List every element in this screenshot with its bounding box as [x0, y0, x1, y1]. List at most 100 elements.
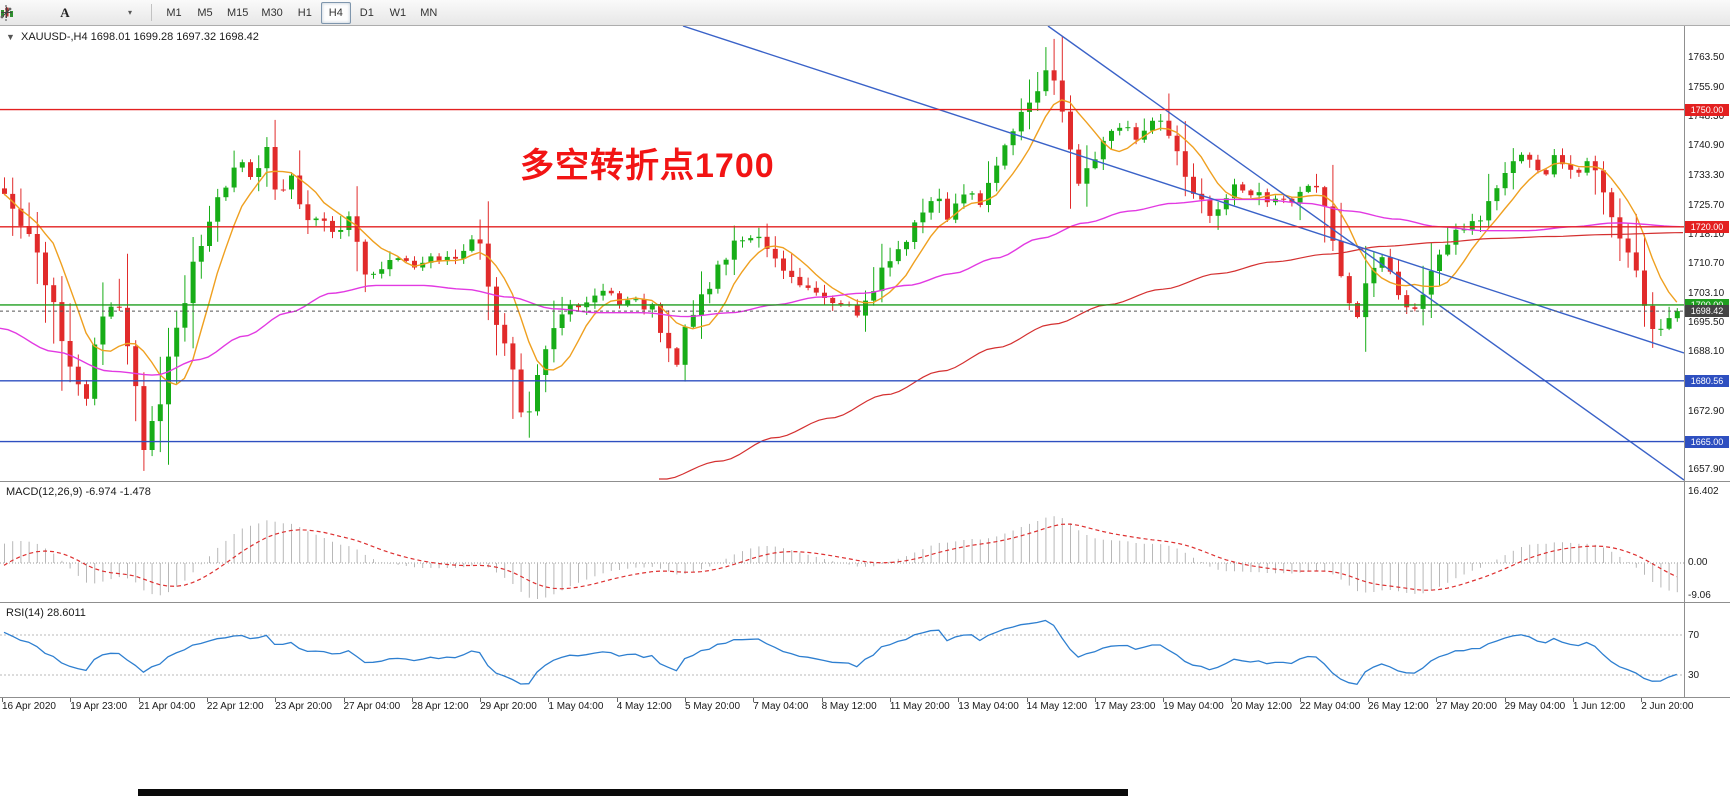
- time-tick: [1026, 698, 1028, 702]
- time-axis-label: 19 Apr 23:00: [70, 701, 128, 712]
- candles-layer: [2, 36, 1680, 471]
- time-axis-label: 17 May 23:00: [1094, 701, 1156, 712]
- timeframe-button-m1[interactable]: M1: [166, 6, 182, 19]
- time-tick: [480, 698, 482, 702]
- timeframe-button-m5[interactable]: M5: [197, 6, 213, 19]
- time-tick: [958, 698, 960, 702]
- panel-separator-2[interactable]: [0, 602, 1730, 603]
- price-axis-label: 1748.30: [1688, 111, 1725, 123]
- timeframe-button-h1[interactable]: H1: [297, 6, 312, 19]
- macd-panel[interactable]: [0, 483, 1684, 602]
- drawing-tools[interactable]: ▾: [0, 2, 144, 24]
- time-axis-label: 1 Jun 12:00: [1572, 701, 1626, 712]
- symbol-label: XAUUSD-,H4: [20, 31, 88, 43]
- time-axis-label: 21 Apr 04:00: [138, 701, 196, 712]
- toolbar: A ▾ M1 M5 M15 M30 H1 H4 D1 W1 MN: [0, 0, 1730, 26]
- time-axis-label: 29 Apr 20:00: [480, 701, 537, 712]
- time-tick: [548, 698, 550, 702]
- time-tick: [685, 698, 686, 702]
- time-tick: [1163, 698, 1165, 702]
- price-axis-label: 1695.50: [1688, 317, 1725, 329]
- panel-separator-1[interactable]: [0, 481, 1730, 482]
- ohlc-values: 1698.01 1699.28 1697.32 1698.42: [90, 31, 259, 43]
- panel-separator-3: [0, 697, 1730, 698]
- trendline-2[interactable]: [1047, 26, 1684, 481]
- ma-slow-line: [659, 232, 1684, 480]
- time-axis-label: 1 May 04:00: [548, 701, 604, 712]
- time-axis-label: 11 May 20:00: [889, 701, 950, 712]
- macd-axis-label: 16.402: [1688, 486, 1719, 497]
- time-axis-label: 22 May 04:00: [1299, 701, 1361, 712]
- price-tag-1680.56: 1680.56: [1685, 374, 1729, 387]
- time-axis-label: 26 May 12:00: [1368, 701, 1429, 712]
- macd-axis-label: 0.00: [1688, 557, 1708, 568]
- crosshair-tool[interactable]: [1, 2, 112, 24]
- time-axis-label: 8 May 12:00: [821, 701, 877, 712]
- timeframe-button-mn[interactable]: MN: [420, 6, 438, 19]
- price-tag-1750.00: 1750.00: [1685, 103, 1729, 116]
- time-axis-label: 28 Apr 12:00: [411, 701, 469, 712]
- timeframe-button-m15[interactable]: M15: [227, 6, 249, 19]
- current-price-tag: 1698.42: [1685, 305, 1729, 318]
- price-axis-label: 1740.90: [1688, 140, 1725, 152]
- time-tick: [753, 698, 755, 702]
- macd-header: MACD(12,26,9) -6.974 -1.478: [6, 486, 151, 498]
- price-tag-1665.00: 1665.00: [1685, 435, 1729, 448]
- time-axis-label: 20 May 12:00: [1231, 701, 1292, 712]
- timeframe-button-w1[interactable]: W1: [389, 6, 407, 19]
- tool-buttons: A ▾: [0, 2, 144, 24]
- rsi-header: RSI(14) 28.6011: [6, 607, 86, 619]
- time-axis-label: 23 Apr 20:00: [275, 701, 332, 712]
- time-axis-label: 5 May 20:00: [685, 701, 741, 712]
- rsi-axis-label: 30: [1688, 670, 1700, 681]
- chart-type-icon[interactable]: [1, 2, 48, 24]
- main-chart[interactable]: [0, 26, 1684, 481]
- ma-fast-line: [3, 99, 1678, 386]
- time-axis-label: 13 May 04:00: [958, 701, 1019, 712]
- time-tick: [1231, 698, 1233, 702]
- price-axis-label: 1688.10: [1688, 346, 1725, 358]
- text-annotation-tool[interactable]: A: [60, 4, 70, 20]
- time-tick: [616, 698, 618, 702]
- chevron-down-icon: ▼: [6, 32, 15, 42]
- price-axis-label: 1763.50: [1688, 51, 1725, 63]
- price-axis-label: 1725.70: [1688, 199, 1725, 211]
- time-tick: [1368, 698, 1369, 702]
- symbol-ohlc-line: ▼ XAUUSD-,H4 1698.01 1699.28 1697.32 169…: [6, 31, 259, 43]
- time-tick: [1641, 698, 1643, 702]
- price-axis-label: 1733.30: [1688, 169, 1725, 181]
- timeframe-buttons: M1 M5 M15 M30 H1 H4 D1 W1 MN: [159, 1, 444, 24]
- chart-annotation[interactable]: 多空转折点1700: [520, 147, 775, 185]
- taskbar-edge: [138, 789, 1128, 796]
- time-tick: [1299, 698, 1301, 702]
- time-axis-label: 16 Apr 2020: [2, 701, 56, 712]
- time-axis-label: 27 Apr 04:00: [343, 701, 401, 712]
- timeframe-button-d1[interactable]: D1: [359, 6, 374, 19]
- time-tick: [1436, 698, 1438, 702]
- toolbar-separator: [151, 4, 152, 21]
- timeframe-button-m30[interactable]: M30: [261, 6, 283, 19]
- time-tick: [2, 698, 3, 702]
- time-axis-label: 19 May 04:00: [1163, 701, 1224, 712]
- price-tag-1720.00: 1720.00: [1685, 220, 1729, 233]
- price-axis-label: 1703.10: [1688, 287, 1725, 299]
- price-axis-label: 1718.10: [1688, 229, 1725, 241]
- ma-mid-line: [0, 198, 1681, 376]
- price-axis-label: 1657.90: [1688, 464, 1725, 476]
- macd-axis-label: -9.06: [1688, 590, 1711, 601]
- price-axis-label: 1710.70: [1688, 258, 1725, 270]
- time-tick: [889, 698, 891, 702]
- time-tick: [1572, 698, 1574, 702]
- timeframe-button-h4[interactable]: H4: [320, 1, 351, 24]
- time-tick: [343, 698, 345, 702]
- time-tick: [411, 698, 413, 702]
- time-axis-label: 7 May 04:00: [753, 701, 809, 712]
- time-tick: [821, 698, 823, 702]
- trendline-1[interactable]: [682, 26, 1684, 354]
- rsi-panel[interactable]: [0, 604, 1684, 697]
- time-tick: [206, 698, 208, 702]
- axis-separator: [1684, 26, 1685, 698]
- time-axis-label: 2 Jun 20:00: [1641, 701, 1694, 712]
- time-tick: [275, 698, 277, 702]
